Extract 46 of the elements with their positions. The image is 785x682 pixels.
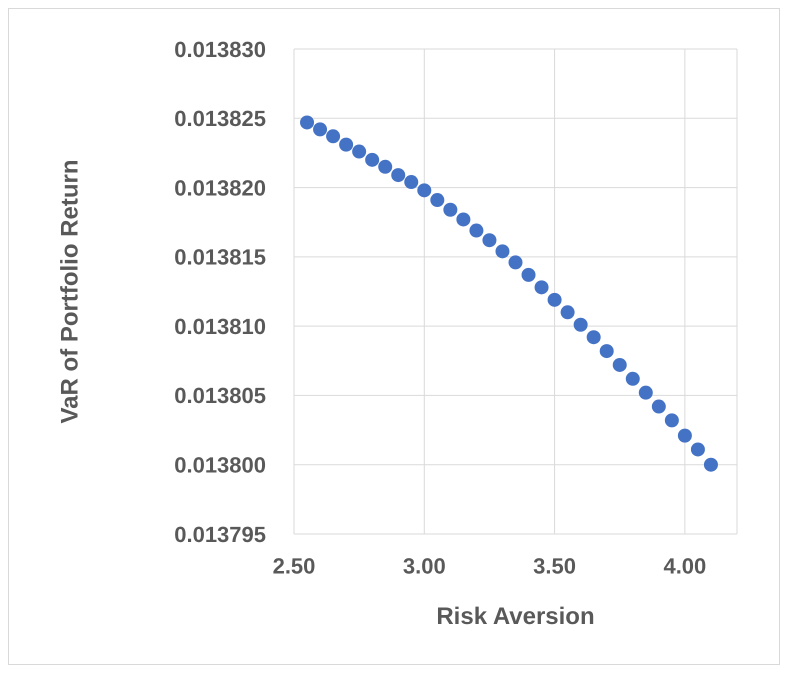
- point: [664, 413, 679, 428]
- point: [600, 344, 614, 358]
- point: [534, 280, 549, 294]
- x-tick-label: 3.00: [402, 554, 446, 579]
- point: [313, 122, 328, 136]
- y-tick-label: 0.013810: [174, 314, 266, 339]
- x-axis-title: Risk Aversion: [436, 603, 595, 630]
- point: [456, 212, 470, 226]
- y-tick-label: 0.013820: [174, 175, 266, 200]
- point: [626, 372, 640, 386]
- point: [391, 168, 406, 182]
- point: [326, 129, 340, 144]
- point: [378, 160, 392, 174]
- point: [352, 144, 366, 159]
- point: [612, 358, 627, 372]
- point: [638, 386, 653, 400]
- point: [522, 268, 536, 282]
- y-tick-label: 0.013825: [174, 106, 266, 132]
- point: [417, 183, 432, 198]
- point: [704, 458, 718, 472]
- y-tick-label: 0.013815: [174, 244, 266, 270]
- x-tick-label: 4.00: [663, 554, 706, 579]
- point: [443, 202, 458, 217]
- y-tick-label: 0.013830: [174, 36, 266, 62]
- point: [404, 175, 418, 190]
- y-tick-label: 0.013800: [174, 452, 266, 478]
- point: [678, 428, 692, 443]
- point: [495, 244, 510, 258]
- x-tick-label: 2.50: [272, 554, 316, 579]
- point: [690, 442, 705, 456]
- x-tick-label: 3.50: [533, 554, 576, 579]
- point: [586, 330, 601, 344]
- point: [574, 318, 588, 332]
- point: [508, 255, 522, 270]
- y-tick-label: 0.013805: [174, 383, 266, 408]
- point: [652, 400, 666, 414]
- y-tick-label: 0.013795: [174, 522, 266, 547]
- point: [365, 152, 380, 167]
- point: [430, 193, 444, 208]
- y-axis-title: VaR of Portfolio Return: [56, 160, 84, 424]
- point: [469, 224, 484, 238]
- point: [482, 233, 496, 248]
- point: [548, 292, 562, 307]
- point: [560, 305, 575, 320]
- point: [339, 138, 354, 152]
- point: [300, 115, 314, 130]
